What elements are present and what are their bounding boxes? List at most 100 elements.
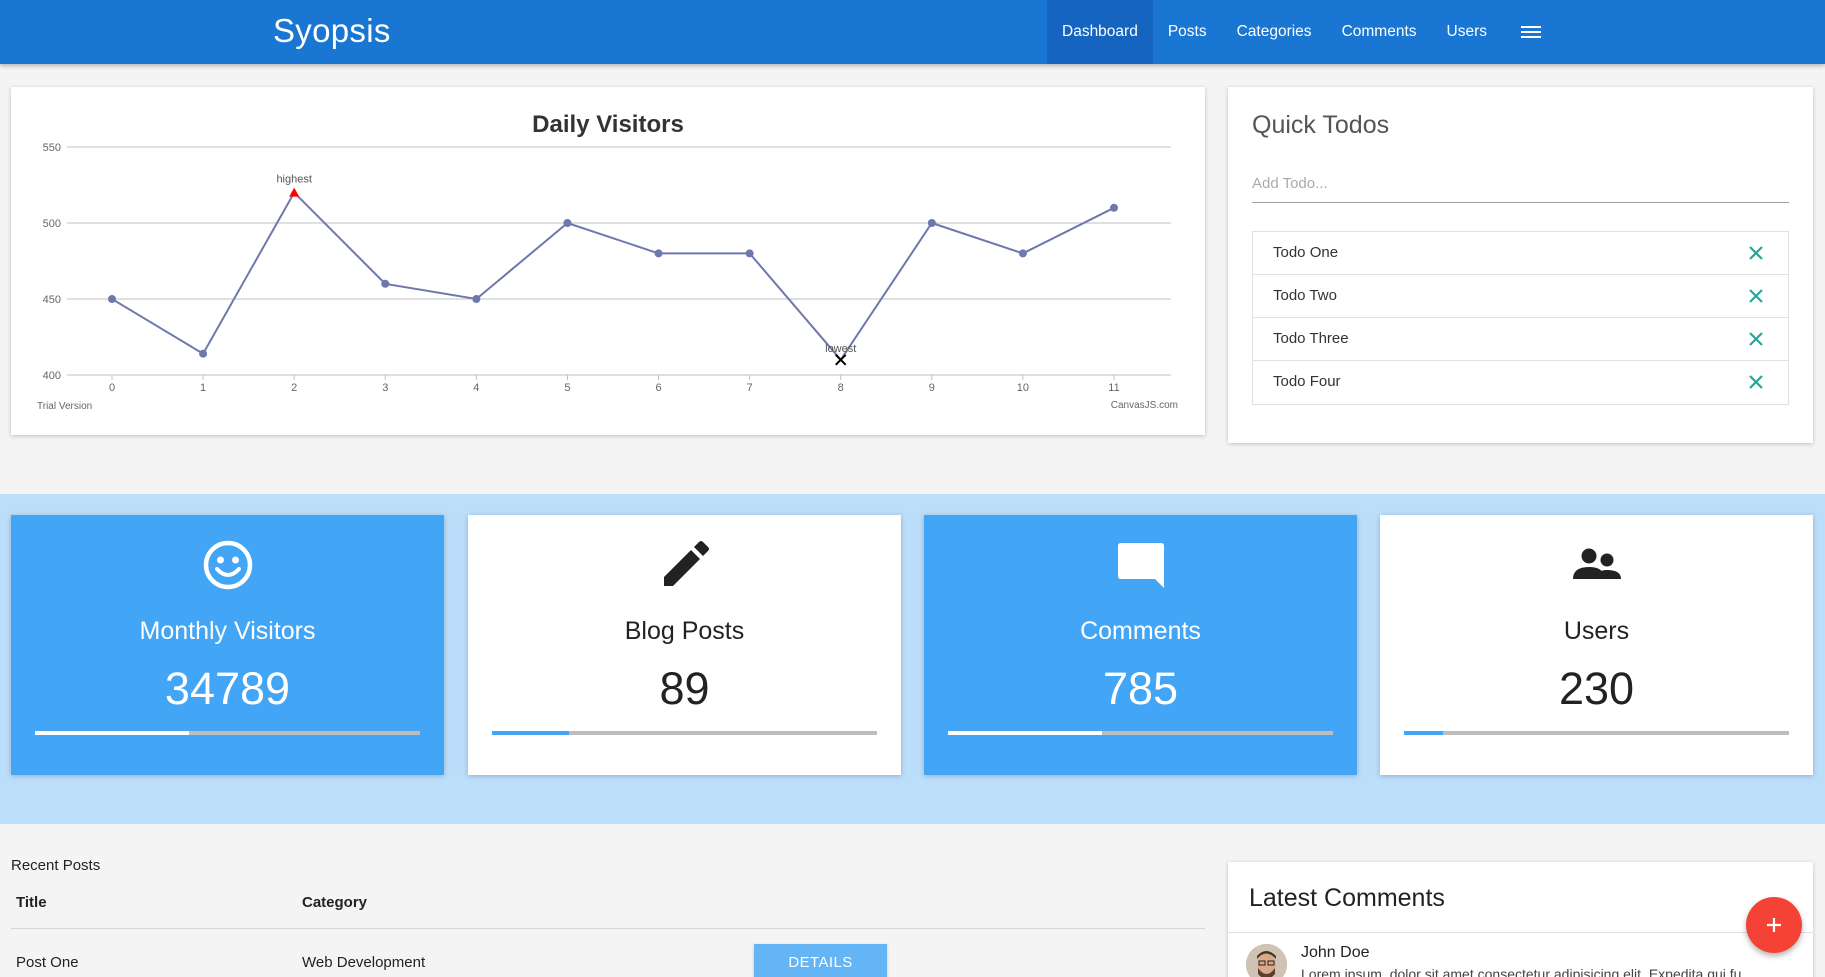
x-tick-label: 0 <box>109 382 115 394</box>
top-navbar: Syopsis Dashboard Posts Categories Comme… <box>0 0 1825 64</box>
highest-marker <box>289 187 300 197</box>
stat-value: 230 <box>1558 663 1635 714</box>
data-point <box>745 249 754 258</box>
nav-users[interactable]: Users <box>1446 23 1487 40</box>
x-tick-label: 4 <box>473 382 479 394</box>
progress-fill <box>492 731 569 735</box>
stat-label: Comments <box>1080 617 1201 645</box>
chart-points: highest lowest <box>108 174 1118 366</box>
stat-value: 34789 <box>164 663 291 714</box>
series-line <box>111 190 1115 362</box>
pencil-icon <box>664 541 709 586</box>
x-tick-label: 3 <box>382 382 388 394</box>
x-tick-label: 2 <box>291 382 297 394</box>
delete-todo-icon[interactable] <box>1746 243 1766 263</box>
todo-list: Todo One Todo Two Todo Three Todo Four <box>1252 231 1789 405</box>
todo-label: Todo Four <box>1273 373 1341 390</box>
nav-posts[interactable]: Posts <box>1167 23 1207 40</box>
chart-grid <box>67 146 1171 376</box>
smiley-face-icon <box>203 540 253 590</box>
nav-links: Dashboard Posts Categories Comments User… <box>1047 0 1560 64</box>
progress-fill <box>1404 731 1443 735</box>
x-tick-label: 8 <box>838 382 844 394</box>
stat-label: Blog Posts <box>624 617 745 645</box>
add-todo-input[interactable] <box>1252 165 1789 203</box>
nav-categories[interactable]: Categories <box>1236 23 1312 40</box>
comments-divider <box>1228 932 1813 933</box>
stat-card-users: Users 230 <box>1380 515 1813 775</box>
annotation-label: lowest <box>825 343 856 355</box>
lowest-marker <box>835 354 847 366</box>
nav-comments[interactable]: Comments <box>1341 23 1417 40</box>
todo-label: Todo Three <box>1273 330 1349 347</box>
stat-progress-bar <box>35 731 420 735</box>
data-point <box>1110 203 1118 212</box>
stat-card-blog-posts: Blog Posts 89 <box>468 515 901 775</box>
data-point <box>563 219 572 227</box>
data-point <box>472 295 481 303</box>
comment-bubble-icon <box>1118 543 1164 588</box>
hamburger-menu-icon[interactable] <box>1502 0 1560 64</box>
delete-todo-icon[interactable] <box>1746 329 1766 349</box>
delete-todo-icon[interactable] <box>1746 286 1766 306</box>
comment-text: Lorem ipsum, dolor sit amet consectetur … <box>1301 966 1742 977</box>
x-tick-label: 1 <box>200 382 206 394</box>
chart-title: Daily Visitors <box>532 111 684 138</box>
stat-card-comments: Comments 785 <box>924 515 1357 775</box>
latest-comments-title: Latest Comments <box>1249 884 1445 912</box>
y-tick-label: 450 <box>43 294 61 306</box>
quick-todos-card: Quick Todos Todo One Todo Two Todo Three… <box>1228 87 1813 443</box>
chart-x-axis: 0 1 2 3 4 5 6 7 8 9 10 11 <box>109 375 1120 394</box>
todo-label: Todo One <box>1273 244 1339 261</box>
recent-posts-title: Recent Posts <box>11 857 101 874</box>
progress-fill <box>948 731 1102 735</box>
stat-progress-bar <box>492 731 877 735</box>
people-icon <box>1573 548 1621 579</box>
daily-visitors-card: Daily Visitors 400 450 500 550 0 1 2 3 4 5 6 7 8 9 10… <box>11 87 1205 435</box>
chart-series <box>111 190 1115 362</box>
todo-label: Todo Two <box>1273 287 1337 304</box>
plus-icon <box>1767 918 1781 932</box>
data-point <box>381 279 390 288</box>
stat-progress-bar <box>948 731 1333 735</box>
stat-progress-bar <box>1404 731 1789 735</box>
data-point <box>199 349 208 358</box>
chart-watermark-left: Trial Version <box>37 401 92 412</box>
column-header-title: Title <box>16 894 47 911</box>
nav-dashboard[interactable]: Dashboard <box>1047 0 1153 64</box>
progress-fill <box>35 731 189 735</box>
x-tick-label: 10 <box>1017 382 1029 394</box>
data-point <box>927 219 936 227</box>
stat-label: Monthly Visitors <box>139 617 316 645</box>
x-tick-label: 6 <box>655 382 661 394</box>
todo-item: Todo Two <box>1253 275 1788 318</box>
data-point <box>108 295 116 303</box>
delete-todo-icon[interactable] <box>1746 372 1766 392</box>
post-category: Web Development <box>302 954 426 971</box>
table-header-divider <box>11 928 1205 929</box>
todo-item: Todo Four <box>1253 361 1788 404</box>
comment-author: John Doe <box>1301 944 1370 961</box>
column-header-category: Category <box>302 894 368 911</box>
stat-value: 89 <box>659 663 710 714</box>
y-tick-label: 500 <box>43 218 61 230</box>
add-fab-button[interactable] <box>1746 897 1802 953</box>
brand-logo[interactable]: Syopsis <box>273 12 391 49</box>
x-tick-label: 11 <box>1108 382 1119 394</box>
stat-value: 785 <box>1102 663 1179 714</box>
x-tick-label: 5 <box>564 382 570 394</box>
chart-watermark-right[interactable]: CanvasJS.com <box>1111 400 1178 411</box>
todo-item: Todo Three <box>1253 318 1788 361</box>
y-tick-label: 400 <box>43 370 61 382</box>
y-tick-label: 550 <box>43 142 61 154</box>
annotation-label: highest <box>276 174 311 186</box>
x-tick-label: 7 <box>747 382 753 394</box>
daily-visitors-chart: Daily Visitors 400 450 500 550 0 1 2 3 4 5 6 7 8 9 10… <box>37 111 1178 412</box>
todo-item: Todo One <box>1253 232 1788 275</box>
stat-card-monthly-visitors: Monthly Visitors 34789 <box>11 515 444 775</box>
data-point <box>1018 249 1027 258</box>
chart-y-axis: 400 450 500 550 <box>43 142 61 382</box>
stat-label: Users <box>1563 617 1630 645</box>
details-button[interactable]: DETAILS <box>754 944 887 977</box>
avatar <box>1246 944 1287 977</box>
